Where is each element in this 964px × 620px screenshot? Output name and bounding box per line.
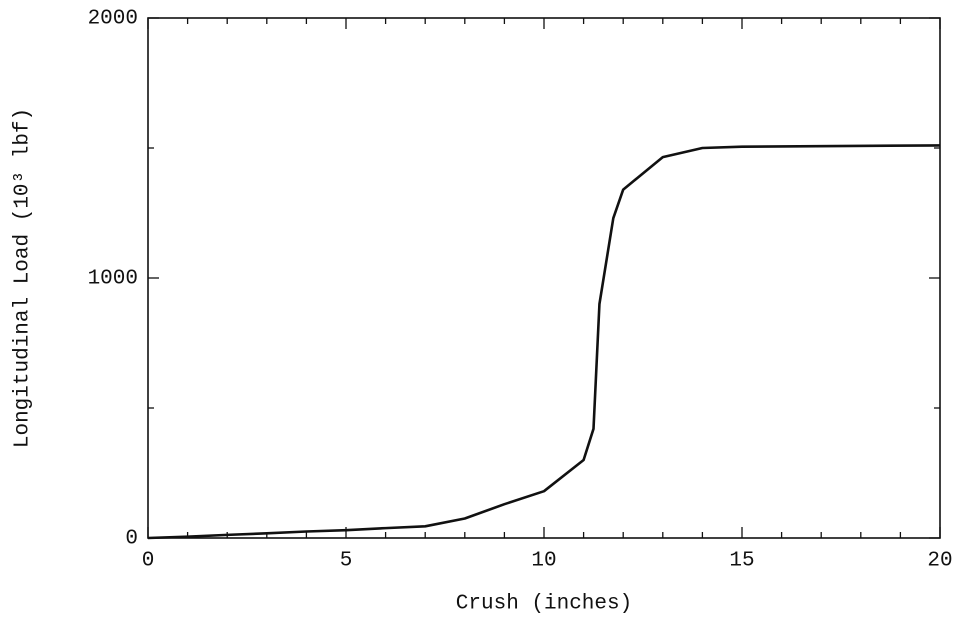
- y-tick-label: 1000: [88, 268, 138, 291]
- data-line: [147, 144, 941, 540]
- x-tick-label: 0: [142, 550, 155, 573]
- x-tick-label: 20: [927, 550, 952, 573]
- y-tick-label: 0: [125, 528, 138, 551]
- x-tick-label: 5: [340, 550, 353, 573]
- y-tick-label: 2000: [88, 8, 138, 31]
- y-axis-label: Longitudinal Load (10³ lbf): [12, 108, 35, 448]
- x-tick-label: 10: [531, 550, 556, 573]
- plot-frame: [147, 17, 941, 539]
- x-axis-label: Crush (inches): [456, 593, 632, 616]
- x-tick-label: 15: [729, 550, 754, 573]
